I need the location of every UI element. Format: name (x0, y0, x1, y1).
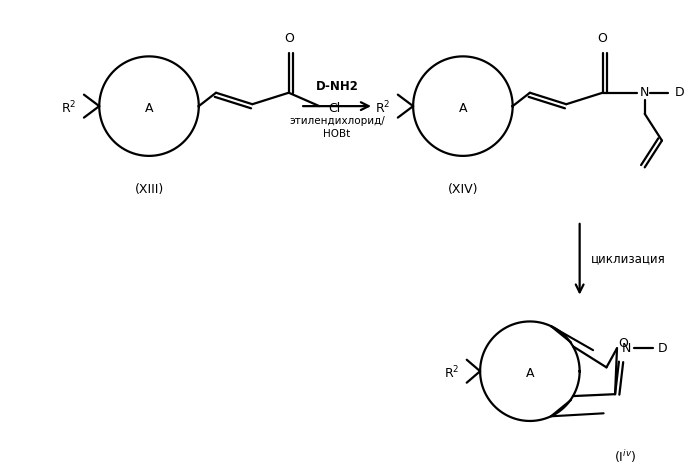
Text: O: O (284, 32, 294, 45)
Text: (XIII): (XIII) (134, 183, 164, 196)
Text: Cl: Cl (329, 102, 341, 115)
Text: этилендихлорид/: этилендихлорид/ (289, 116, 385, 126)
Text: N: N (640, 86, 649, 99)
Text: R$^2$: R$^2$ (444, 365, 459, 381)
Text: A: A (145, 102, 153, 115)
Text: A: A (526, 366, 534, 380)
Text: A: A (459, 102, 467, 115)
Text: HOBt: HOBt (324, 129, 351, 139)
Text: N: N (622, 342, 631, 355)
Text: циклизация: циклизация (591, 253, 666, 266)
Text: D: D (658, 342, 668, 355)
Text: D: D (675, 86, 684, 99)
Text: R$^2$: R$^2$ (61, 100, 76, 117)
Text: O: O (598, 32, 607, 45)
Text: (XIV): (XIV) (447, 183, 478, 196)
Text: R$^2$: R$^2$ (375, 100, 390, 117)
Text: D-NH2: D-NH2 (316, 80, 359, 93)
Text: O: O (618, 337, 628, 350)
Text: (I$^{iv}$): (I$^{iv}$) (614, 448, 637, 465)
